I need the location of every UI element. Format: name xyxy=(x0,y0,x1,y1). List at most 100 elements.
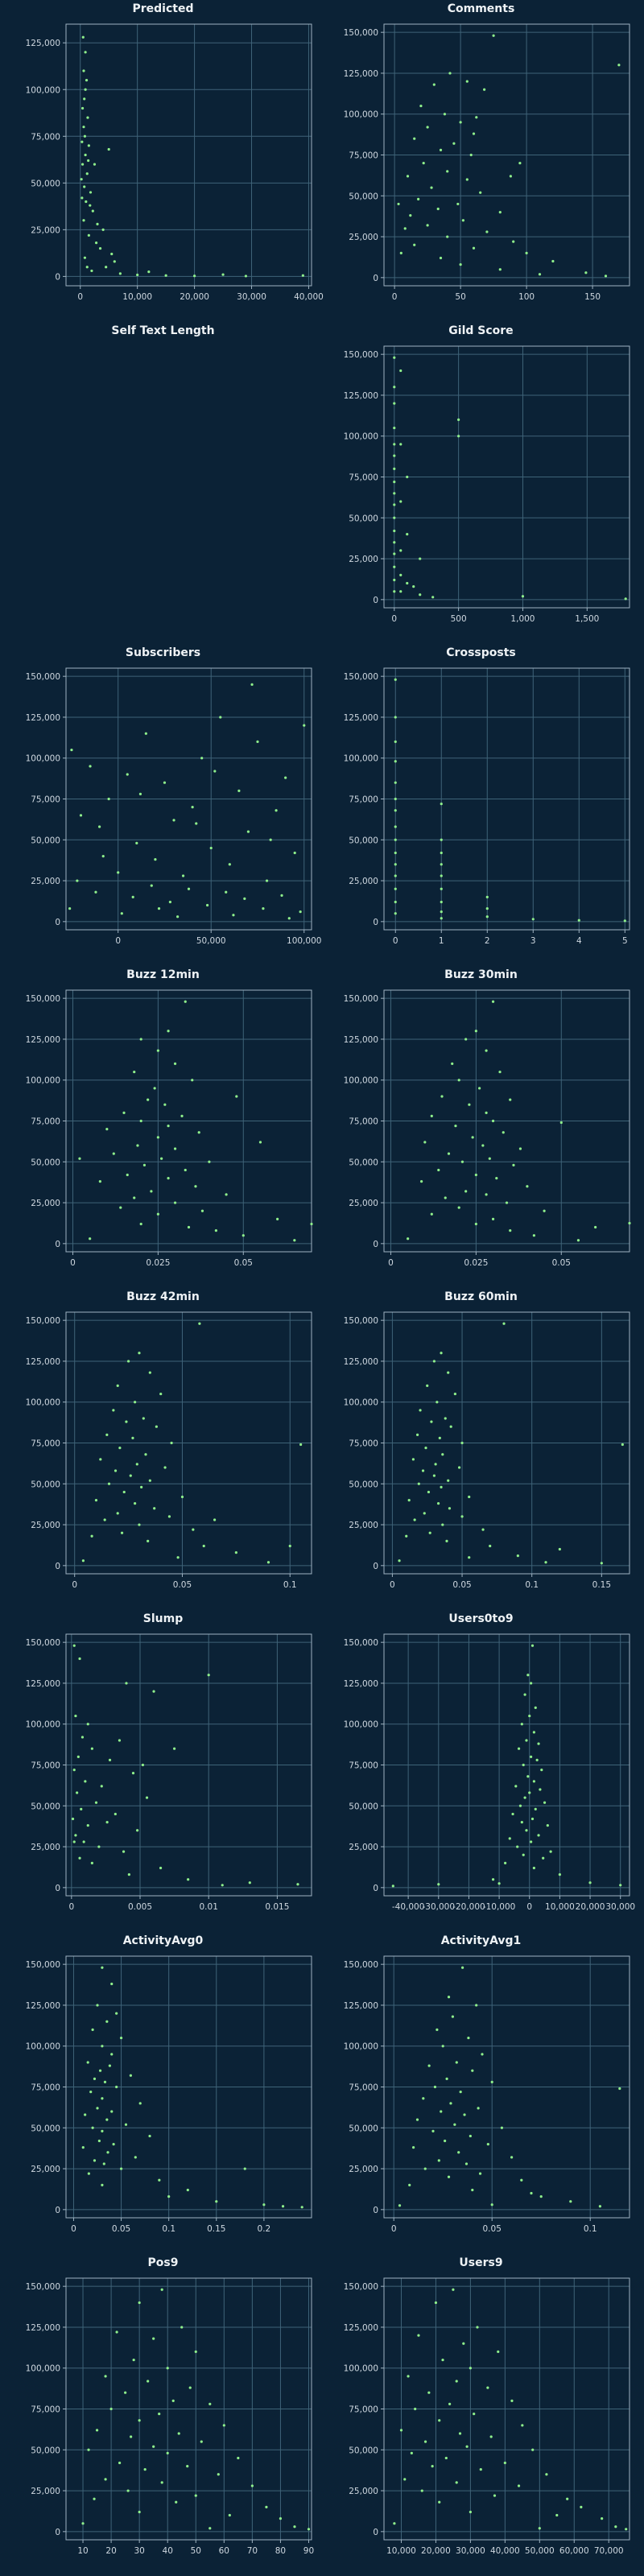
data-point xyxy=(208,2527,212,2530)
data-point xyxy=(500,2126,503,2129)
data-point xyxy=(440,1352,443,1355)
data-point xyxy=(469,2134,472,2138)
data-point xyxy=(148,2134,151,2138)
y-tick-label: 25,000 xyxy=(31,2165,60,2174)
y-tick-label: 0 xyxy=(55,918,60,927)
data-point xyxy=(469,153,473,157)
data-point xyxy=(399,500,402,503)
y-tick-label: 100,000 xyxy=(344,2042,378,2052)
data-point xyxy=(460,1441,464,1445)
data-point xyxy=(293,2525,296,2529)
data-point xyxy=(432,1360,436,1363)
data-point xyxy=(156,1212,159,1216)
data-point xyxy=(447,2175,451,2178)
data-point xyxy=(525,1739,528,1742)
data-point xyxy=(118,1739,122,1742)
data-point xyxy=(619,1884,622,1887)
y-tick-label: 25,000 xyxy=(349,2487,378,2496)
data-point xyxy=(426,1384,429,1388)
data-point xyxy=(446,170,449,173)
data-point xyxy=(419,557,422,560)
data-point xyxy=(293,1239,296,1242)
data-point xyxy=(225,1193,228,1196)
data-point xyxy=(99,1458,102,1461)
x-tick-label: 0.01 xyxy=(200,1902,218,1912)
x-tick-label: 20 xyxy=(105,2546,116,2556)
data-point xyxy=(167,1515,171,1518)
y-tick-label: 100,000 xyxy=(26,754,60,764)
data-point xyxy=(208,2402,212,2406)
data-point xyxy=(74,1714,77,1718)
data-point xyxy=(96,222,99,225)
x-tick-label: 80 xyxy=(275,2546,286,2556)
x-tick-label: 0.05 xyxy=(234,1258,253,1268)
data-point xyxy=(163,1466,167,1469)
data-point xyxy=(465,2445,469,2448)
data-point xyxy=(521,2424,524,2427)
data-point xyxy=(108,1758,112,1762)
data-point xyxy=(124,2123,128,2126)
data-point xyxy=(86,116,89,119)
data-point xyxy=(423,2440,427,2443)
data-point xyxy=(105,266,108,269)
y-tick-label: 150,000 xyxy=(26,2282,60,2292)
data-point xyxy=(213,1518,217,1521)
data-point xyxy=(485,1111,488,1114)
scatter-plot: 0 25,000 50,000 75,000 100,000 125,000 150,000… xyxy=(26,1633,312,1912)
scatter-plot: 0 25,000 50,000 75,000 100,000 125,000 150,000… xyxy=(26,2277,314,2556)
data-point xyxy=(479,2468,482,2471)
data-point xyxy=(112,1409,115,1412)
data-point xyxy=(262,906,265,910)
data-point xyxy=(441,2045,444,2048)
y-tick-label: 0 xyxy=(373,918,378,927)
x-tick-label: -20,000 xyxy=(452,1902,485,1912)
x-tick-label: 1,000 xyxy=(510,614,535,624)
data-point xyxy=(440,910,443,914)
data-point xyxy=(393,492,396,495)
data-point xyxy=(237,789,241,792)
data-point xyxy=(78,1657,81,1661)
data-point xyxy=(89,191,93,194)
data-point xyxy=(81,35,85,39)
data-point xyxy=(93,163,97,166)
y-tick-label: 50,000 xyxy=(349,836,378,845)
x-tick-label: 0 xyxy=(391,2224,397,2234)
data-point xyxy=(119,2167,123,2170)
data-point xyxy=(74,1834,77,1837)
data-point xyxy=(221,1884,224,1887)
y-tick-label: 0 xyxy=(55,1884,60,1893)
data-point xyxy=(446,235,449,238)
data-point xyxy=(471,2188,474,2192)
data-point xyxy=(209,846,213,850)
data-point xyxy=(194,1185,197,1188)
data-point xyxy=(97,1845,101,1848)
data-point xyxy=(192,275,196,278)
data-point xyxy=(588,1881,592,1885)
x-tick-label: 0 xyxy=(393,936,398,946)
data-point xyxy=(538,2527,541,2530)
data-point xyxy=(242,1234,245,1237)
data-point xyxy=(172,819,175,822)
data-point xyxy=(80,1807,83,1810)
data-point xyxy=(577,919,580,922)
data-point xyxy=(90,269,93,273)
x-tick-label: 0.1 xyxy=(584,2224,597,2234)
data-point xyxy=(116,1512,119,1515)
data-point xyxy=(217,2473,220,2476)
x-tick-label: 30,000 xyxy=(237,292,266,302)
data-point xyxy=(225,890,228,894)
data-point xyxy=(142,1417,145,1420)
data-point xyxy=(194,2494,197,2497)
y-tick-label: 50,000 xyxy=(31,179,60,188)
data-point xyxy=(200,1209,204,1212)
chart-panel: Users0to9 0 25,000 50,000 75,000 100,000 125,0… xyxy=(326,1610,636,1932)
data-point xyxy=(145,1796,149,1799)
data-point xyxy=(84,153,87,157)
y-tick-label: 0 xyxy=(373,2528,378,2537)
data-point xyxy=(170,1441,173,1445)
data-point xyxy=(534,1706,537,1710)
data-point xyxy=(187,887,191,890)
chart-title: ActivityAvg0 xyxy=(122,1934,204,1947)
data-point xyxy=(403,2478,407,2481)
chart-panel: Crossposts 0 25,000 50,000 75,000 100,000 125,… xyxy=(326,644,636,966)
